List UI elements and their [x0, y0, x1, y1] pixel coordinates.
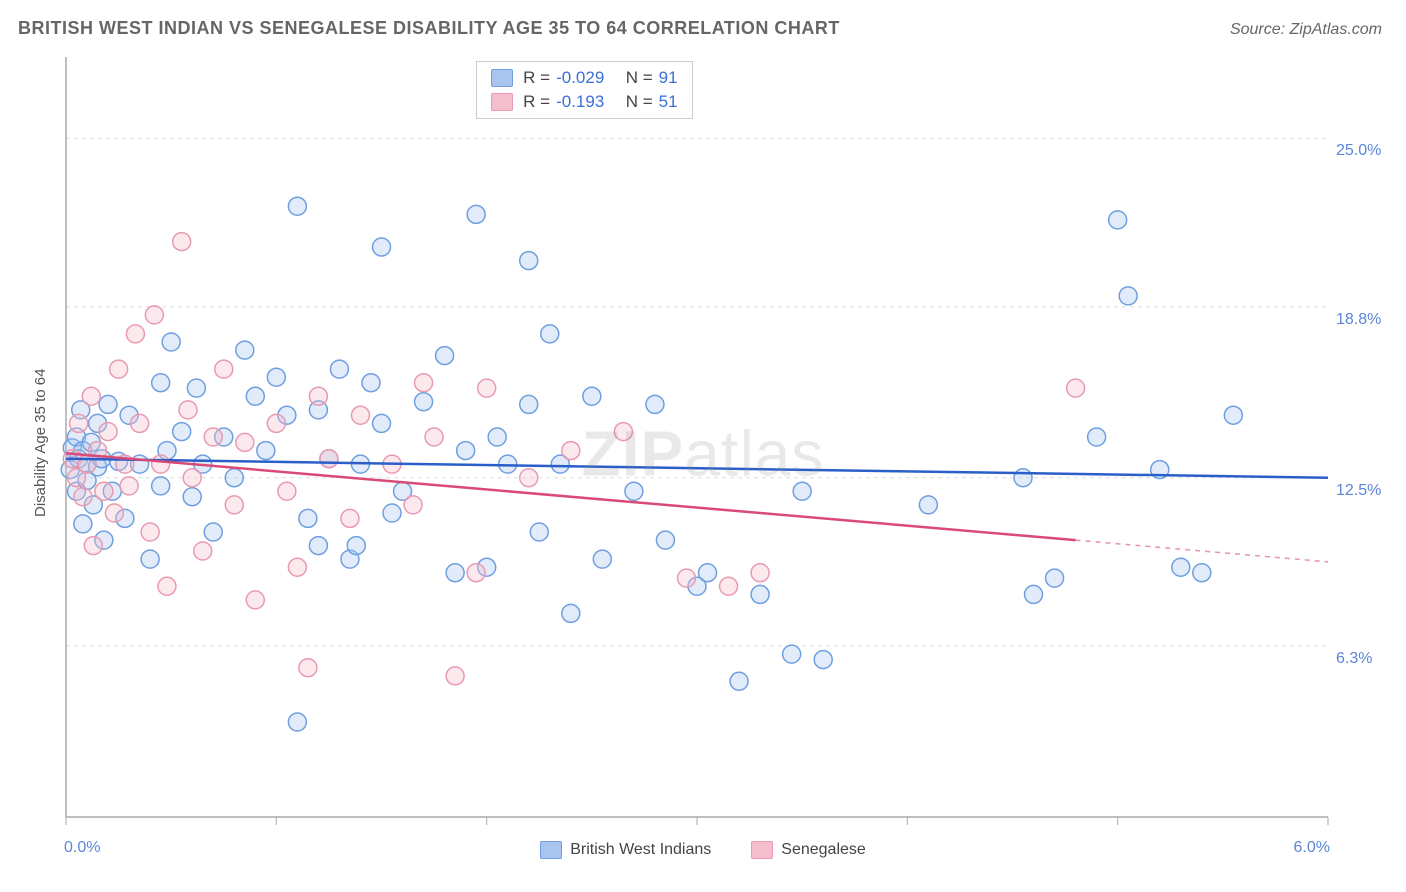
chart-container: ZIPatlas R = -0.029 N = 91R = -0.193 N =… [18, 47, 1388, 867]
correlation-legend: R = -0.029 N = 91 R = -0.193 N = 51 [476, 61, 692, 119]
chart-footer: 0.0% British West Indians Senegalese 6.0% [18, 835, 1388, 867]
legend-swatch [751, 841, 773, 859]
legend-item: Senegalese [751, 841, 866, 859]
y-tick-label: 12.5% [1336, 482, 1381, 500]
y-tick-label: 18.8% [1336, 311, 1381, 329]
series-legend: British West Indians Senegalese [540, 841, 866, 859]
chart-header: BRITISH WEST INDIAN VS SENEGALESE DISABI… [0, 0, 1406, 47]
chart-title: BRITISH WEST INDIAN VS SENEGALESE DISABI… [18, 18, 840, 39]
y-axis-label: Disability Age 35 to 64 [32, 369, 49, 517]
x-axis-origin-label: 0.0% [64, 839, 100, 857]
y-tick-label: 25.0% [1336, 142, 1381, 160]
x-axis-max-label: 6.0% [1294, 839, 1330, 857]
legend-label: Senegalese [781, 841, 866, 859]
chart-source: Source: ZipAtlas.com [1230, 21, 1382, 39]
legend-label: British West Indians [570, 841, 711, 859]
correlation-stats: R = -0.029 N = 91 [523, 68, 677, 88]
legend-item: British West Indians [540, 841, 711, 859]
legend-swatch [540, 841, 562, 859]
correlation-legend-row: R = -0.193 N = 51 [491, 92, 677, 112]
correlation-legend-row: R = -0.029 N = 91 [491, 68, 677, 88]
correlation-stats: R = -0.193 N = 51 [523, 92, 677, 112]
legend-swatch [491, 93, 513, 111]
scatter-chart [18, 47, 1388, 867]
legend-swatch [491, 69, 513, 87]
y-tick-label: 6.3% [1336, 650, 1372, 668]
